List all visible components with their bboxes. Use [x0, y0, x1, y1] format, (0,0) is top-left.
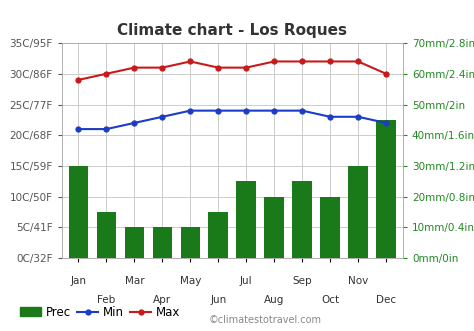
Bar [320, 197, 340, 258]
Text: Jun: Jun [210, 295, 227, 305]
Text: Apr: Apr [153, 295, 172, 305]
Text: Dec: Dec [376, 295, 396, 305]
Bar [209, 212, 228, 258]
Title: Climate chart - Los Roques: Climate chart - Los Roques [117, 23, 347, 38]
Bar [181, 227, 200, 258]
Text: Oct: Oct [321, 295, 339, 305]
Text: May: May [180, 276, 201, 286]
Bar [69, 166, 88, 258]
Text: Mar: Mar [125, 276, 144, 286]
Text: Feb: Feb [97, 295, 116, 305]
Text: ©climatestotravel.com: ©climatestotravel.com [209, 315, 321, 325]
Bar [348, 166, 368, 258]
Bar [125, 227, 144, 258]
Text: Jan: Jan [71, 276, 86, 286]
Text: Aug: Aug [264, 295, 284, 305]
Bar [376, 120, 396, 258]
Bar [97, 212, 116, 258]
Text: Jul: Jul [240, 276, 253, 286]
Bar [237, 181, 256, 258]
Text: Sep: Sep [292, 276, 312, 286]
Bar [153, 227, 172, 258]
Bar [292, 181, 312, 258]
Text: Nov: Nov [348, 276, 368, 286]
Bar [264, 197, 284, 258]
Legend: Prec, Min, Max: Prec, Min, Max [15, 301, 185, 323]
